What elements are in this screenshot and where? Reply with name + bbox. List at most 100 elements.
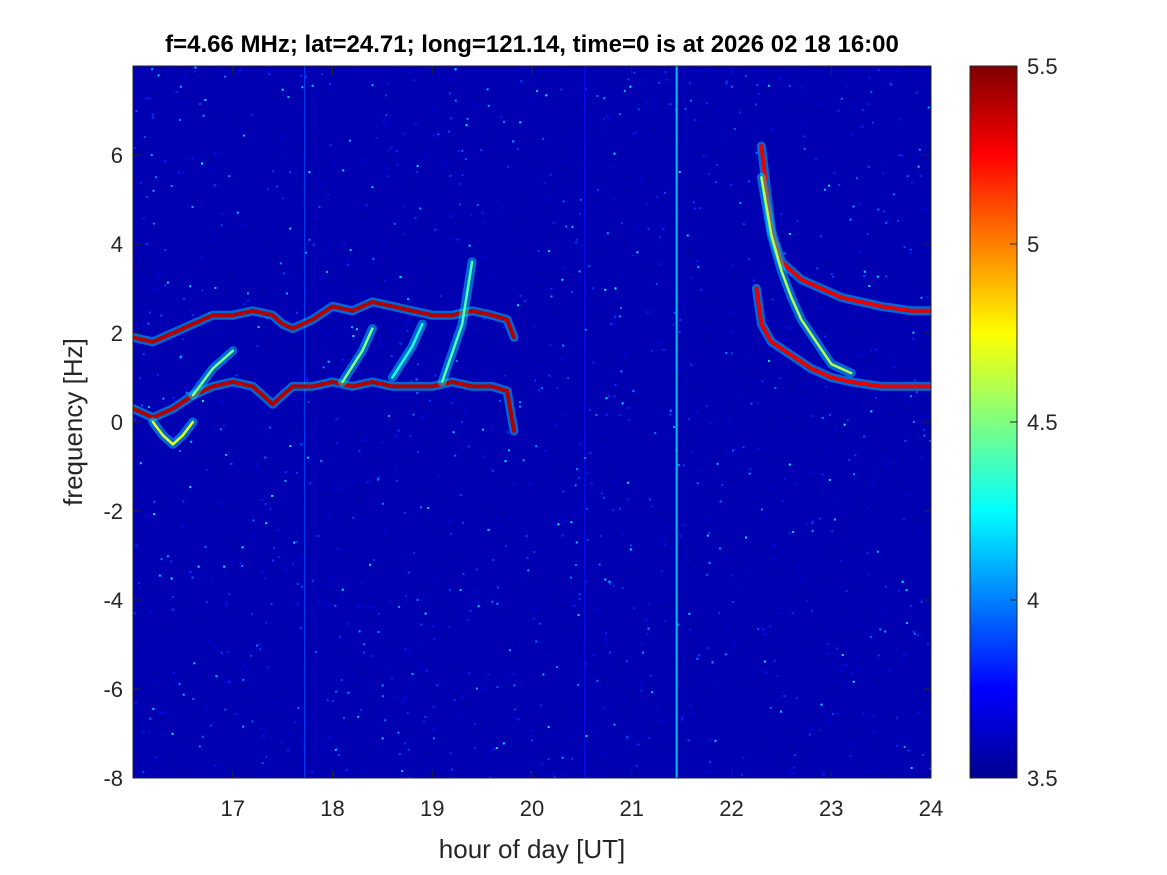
noise-speck (444, 182, 447, 185)
noise-speck (286, 308, 289, 311)
noise-speck (642, 109, 645, 112)
noise-speck (382, 695, 384, 698)
x-tick-label: 24 (919, 796, 943, 821)
noise-speck (179, 692, 182, 695)
noise-speck (626, 734, 629, 737)
noise-speck (490, 734, 493, 737)
noise-speck (498, 434, 501, 436)
noise-speck (621, 533, 624, 536)
noise-speck (381, 276, 384, 279)
noise-speck (621, 402, 624, 405)
noise-speck (556, 386, 559, 389)
noise-speck (610, 691, 613, 694)
noise-speck (591, 684, 594, 687)
noise-speck (188, 573, 191, 576)
noise-speck (558, 378, 561, 381)
noise-speck (631, 398, 634, 401)
noise-speck (243, 134, 245, 137)
noise-speck (235, 166, 238, 169)
noise-speck (209, 246, 212, 249)
noise-speck (530, 547, 533, 550)
noise-speck (740, 317, 743, 319)
noise-speck (551, 630, 554, 633)
noise-speck (846, 405, 849, 408)
noise-speck (248, 724, 251, 727)
noise-speck (275, 378, 278, 381)
noise-speck (559, 634, 561, 637)
noise-speck (450, 768, 453, 771)
noise-speck (870, 410, 873, 413)
noise-speck (434, 228, 437, 231)
noise-speck (690, 363, 693, 366)
noise-speck (615, 105, 618, 108)
noise-speck (287, 749, 290, 752)
noise-speck (328, 244, 330, 247)
noise-speck (685, 670, 688, 673)
noise-speck (461, 149, 464, 152)
noise-speck (846, 418, 849, 421)
noise-speck (325, 759, 328, 761)
noise-speck (152, 262, 155, 265)
noise-speck (310, 688, 313, 691)
noise-speck (168, 486, 171, 489)
noise-speck (789, 273, 792, 276)
noise-speck (133, 147, 136, 149)
noise-speck (447, 520, 450, 523)
noise-speck (302, 319, 305, 322)
noise-speck (201, 471, 204, 474)
noise-speck (689, 628, 692, 631)
noise-speck (262, 289, 265, 292)
noise-speck (577, 683, 579, 686)
noise-speck (910, 767, 913, 769)
noise-speck (384, 260, 387, 263)
noise-speck (142, 217, 145, 220)
noise-speck (197, 565, 200, 568)
noise-speck (909, 395, 912, 398)
noise-speck (373, 405, 376, 408)
noise-speck (573, 511, 576, 514)
noise-speck (228, 593, 231, 596)
noise-speck (227, 236, 230, 239)
noise-speck (556, 130, 559, 133)
noise-speck (394, 468, 397, 471)
noise-speck (812, 519, 815, 522)
noise-speck (771, 647, 774, 650)
noise-speck (287, 243, 289, 246)
noise-speck (913, 632, 916, 635)
noise-speck (298, 251, 301, 254)
noise-speck (850, 572, 853, 574)
noise-speck (831, 496, 834, 499)
noise-speck (322, 366, 325, 369)
trace-line (760, 176, 853, 375)
noise-speck (153, 500, 156, 503)
noise-speck (347, 263, 350, 266)
noise-speck (542, 616, 545, 619)
noise-speck (152, 322, 155, 325)
noise-speck (154, 672, 157, 675)
noise-speck (605, 632, 608, 635)
noise-speck (149, 611, 152, 613)
noise-speck (268, 252, 271, 255)
noise-speck (477, 316, 480, 319)
noise-speck (152, 707, 155, 710)
noise-speck (635, 764, 638, 767)
noise-speck (834, 429, 837, 432)
noise-speck (396, 479, 398, 482)
noise-speck (152, 381, 155, 384)
noise-speck (367, 606, 370, 608)
noise-speck (752, 571, 755, 574)
noise-speck (360, 627, 363, 630)
noise-speck (141, 189, 144, 192)
noise-speck (766, 319, 769, 322)
noise-speck (822, 749, 825, 752)
noise-speck (776, 451, 779, 454)
noise-speck (880, 611, 883, 614)
noise-speck (519, 718, 522, 721)
noise-speck (705, 516, 708, 519)
noise-speck (637, 218, 640, 221)
noise-speck (344, 584, 347, 587)
chart-title: f=4.66 MHz; lat=24.71; long=121.14, time… (165, 31, 899, 58)
noise-speck (381, 441, 384, 444)
noise-speck (446, 613, 449, 616)
